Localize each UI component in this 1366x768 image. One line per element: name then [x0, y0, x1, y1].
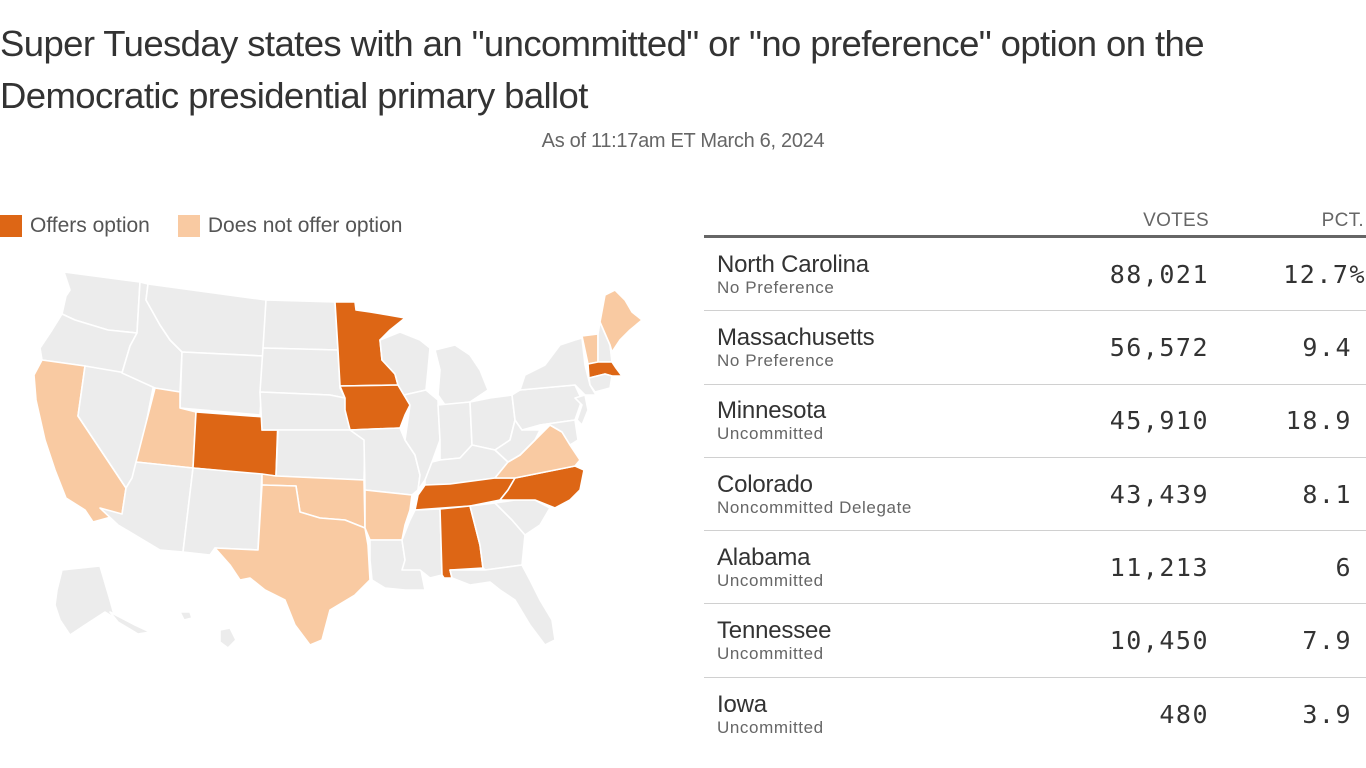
state-hawaii-islands — [179, 611, 193, 621]
state-name: Alabama — [717, 543, 811, 571]
us-map — [20, 255, 660, 675]
state-maine — [599, 289, 643, 353]
pct-value: 8.1 — [1302, 479, 1352, 509]
ballot-option: Noncommitted Delegate — [717, 497, 912, 517]
chart-title: Super Tuesday states with an "uncommitte… — [0, 23, 1205, 116]
chart-subtitle: As of 11:17am ET March 6, 2024 — [541, 130, 825, 152]
votes-value: 88,021 — [1109, 259, 1209, 289]
table-row: North Carolina No Preference 88,021 12.7… — [704, 238, 1366, 312]
pct-value: 9.4 — [1302, 332, 1352, 362]
ballot-option: Uncommitted — [717, 717, 824, 737]
state-alaska-islands — [109, 611, 151, 635]
votes-value: 56,572 — [1109, 332, 1209, 362]
state-name: Tennessee — [717, 617, 832, 645]
state-wyoming — [179, 351, 265, 416]
votes-value: 480 — [1159, 699, 1209, 729]
state-michigan — [434, 344, 489, 406]
state-name: Colorado — [717, 470, 813, 498]
column-header-votes: VOTES — [1143, 210, 1209, 231]
column-header-pct: PCT. — [1321, 210, 1364, 231]
map-legend: Offers option Does not offer option — [0, 214, 430, 238]
ballot-option: No Preference — [717, 277, 835, 297]
state-connecticut-rhode-island — [588, 373, 613, 393]
state-maryland — [539, 419, 579, 446]
table-row: Alabama Uncommitted 11,213 6 — [704, 531, 1366, 605]
ballot-option: Uncommitted — [717, 644, 824, 664]
votes-value: 10,450 — [1109, 626, 1209, 656]
state-new-hampshire — [597, 321, 613, 363]
state-name: Massachusetts — [717, 323, 875, 351]
state-hawaii — [219, 627, 237, 649]
state-west-virginia — [494, 419, 541, 463]
votes-value: 45,910 — [1109, 406, 1209, 436]
legend-label: Does not offer option — [207, 214, 403, 237]
state-alaska — [54, 565, 116, 636]
legend-label: Offers option — [30, 214, 150, 237]
legend-swatch-does-not-offer-icon — [177, 215, 200, 237]
state-new-york — [519, 337, 597, 396]
pct-value: 7.9 — [1302, 626, 1352, 656]
state-kansas — [261, 429, 366, 481]
ballot-option: Uncommitted — [717, 424, 824, 444]
legend-item-offers-option: Offers option — [0, 214, 150, 238]
table-row: Minnesota Uncommitted 45,910 18.9 — [704, 385, 1366, 458]
votes-value: 43,439 — [1109, 479, 1209, 509]
ballot-option: No Preference — [717, 350, 835, 370]
state-arkansas — [364, 489, 413, 541]
state-south-dakota — [259, 347, 346, 399]
us-map-svg — [33, 271, 643, 649]
table-row: Massachusetts No Preference 56,572 9.4 — [704, 311, 1366, 385]
pct-value: 3.9 — [1302, 699, 1352, 729]
table-row: Colorado Noncommitted Delegate 43,439 8.… — [704, 458, 1366, 532]
state-nebraska — [259, 391, 359, 431]
state-florida — [449, 564, 556, 646]
state-name: Minnesota — [717, 397, 826, 425]
table-row: Iowa Uncommitted 480 3.9 — [704, 678, 1366, 751]
legend-item-does-not-offer-option: Does not offer option — [177, 214, 403, 238]
ballot-option: Uncommitted — [717, 570, 824, 590]
results-table: VOTES PCT. North Carolina No Preference … — [704, 205, 1366, 751]
pct-value: 6 — [1335, 552, 1352, 582]
table-header: VOTES PCT. — [704, 205, 1366, 238]
votes-value: 11,213 — [1109, 552, 1209, 582]
pct-value: 12.7% — [1283, 259, 1366, 289]
state-new-mexico — [182, 467, 263, 556]
state-name: Iowa — [717, 690, 767, 718]
state-texas — [214, 484, 371, 646]
state-illinois — [403, 389, 441, 491]
table-row: Tennessee Uncommitted 10,450 7.9 — [704, 604, 1366, 678]
pct-value: 18.9 — [1285, 406, 1352, 436]
state-mississippi — [401, 508, 443, 579]
state-name: North Carolina — [717, 250, 869, 278]
state-iowa — [339, 384, 411, 431]
legend-swatch-offers-icon — [0, 215, 22, 237]
state-north-dakota — [262, 299, 339, 351]
